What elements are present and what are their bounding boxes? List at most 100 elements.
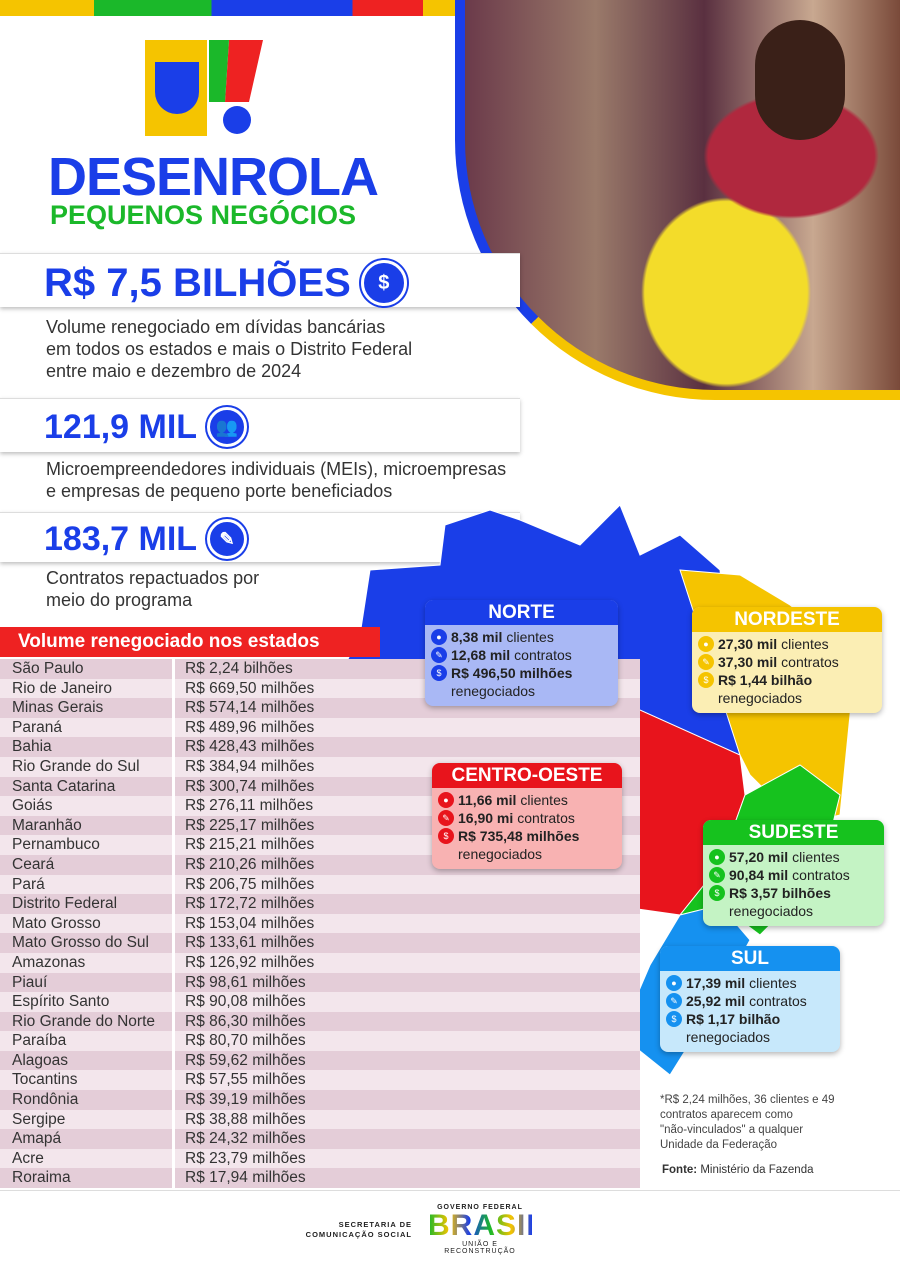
state-value: R$ 23,79 milhões	[175, 1148, 335, 1169]
state-value: R$ 428,43 milhões	[175, 737, 335, 757]
desc-line: em todos os estados e mais o Distrito Fe…	[46, 339, 413, 359]
people-icon: ●	[709, 849, 725, 865]
clients-label: clientes	[520, 792, 568, 808]
row-stripe	[335, 1148, 640, 1169]
region-contracts: 37,30 mil	[718, 654, 778, 670]
contract-icon: ✎	[709, 867, 725, 883]
state-name: Amapá	[0, 1129, 172, 1149]
region-amount: R$ 496,50 milhões	[451, 665, 573, 681]
state-value: R$ 86,30 milhões	[175, 1011, 335, 1032]
region-card-sul: SUL ● 17,39 mil clientes ✎ 25,92 mil contrat…	[660, 946, 840, 1052]
money-icon: $	[360, 260, 407, 306]
table-row: Tocantins R$ 57,55 milhões	[0, 1070, 640, 1091]
state-name: Sergipe	[0, 1109, 172, 1130]
contract-icon: ✎	[666, 993, 682, 1009]
table-row: Rondônia R$ 39,19 milhões	[0, 1090, 640, 1110]
stat-description: Volume renegociado em dívidas bancárias …	[46, 316, 412, 382]
state-name: Rio Grande do Norte	[0, 1011, 172, 1032]
region-contracts: 90,84 mil	[729, 867, 789, 883]
table-row: Bahia R$ 428,43 milhões	[0, 737, 640, 757]
page-subtitle: PEQUENOS NEGÓCIOS	[50, 200, 357, 230]
row-stripe	[335, 1090, 640, 1110]
row-stripe	[335, 874, 640, 895]
region-name: SUL	[660, 946, 840, 971]
state-value: R$ 574,14 milhões	[175, 698, 335, 718]
state-value: R$ 17,94 milhões	[175, 1168, 335, 1189]
region-card-norte: NORTE ● 8,38 mil clientes ✎ 12,68 mil contra…	[425, 600, 618, 706]
state-value: R$ 225,17 milhões	[175, 815, 335, 836]
gov-brand: BRASIL	[428, 1209, 546, 1242]
footer-divider	[0, 1190, 900, 1191]
table-row: Maranhão R$ 225,17 milhões	[0, 815, 640, 836]
stat-band-volume: R$ 7,5 BILHÕES $	[0, 253, 520, 307]
stat-value: 183,7 MIL	[44, 519, 198, 558]
stat-band-beneficiaries: 121,9 MIL 👥	[0, 398, 520, 452]
state-value: R$ 57,55 milhões	[175, 1070, 335, 1091]
money-icon: $	[431, 665, 447, 681]
state-value: R$ 669,50 milhões	[175, 678, 335, 699]
stat-value: 121,9 MIL	[44, 407, 198, 446]
desc-line: entre maio e dezembro de 2024	[46, 361, 302, 381]
region-contracts: 16,90 mi	[458, 810, 514, 826]
row-stripe	[335, 894, 640, 914]
people-icon: ●	[666, 975, 682, 991]
region-contracts: 25,92 mil	[686, 993, 746, 1009]
secom-logo-text: SECRETARIA DE COMUNICAÇÃO SOCIAL	[290, 1220, 412, 1240]
contract-icon: ✎	[438, 810, 454, 826]
row-stripe	[335, 717, 640, 738]
state-value: R$ 126,92 milhões	[175, 952, 335, 973]
state-name: Amazonas	[0, 952, 172, 973]
state-value: R$ 80,70 milhões	[175, 1031, 335, 1051]
table-row: Piauí R$ 98,61 milhões	[0, 972, 640, 993]
table-row: Acre R$ 23,79 milhões	[0, 1148, 640, 1169]
state-value: R$ 172,72 milhões	[175, 894, 335, 914]
page-title: DESENROLA	[48, 147, 379, 207]
region-amount: R$ 735,48 milhões	[458, 828, 580, 844]
state-name: Espírito Santo	[0, 992, 172, 1012]
state-value: R$ 90,08 milhões	[175, 992, 335, 1012]
table-row: Sergipe R$ 38,88 milhões	[0, 1109, 640, 1130]
row-stripe	[335, 1129, 640, 1149]
desc-line: Contratos repactuados por	[46, 568, 260, 588]
table-row: Mato Grosso do Sul R$ 133,61 milhões	[0, 933, 640, 953]
stat-band-contracts: 183,7 MIL ✎	[0, 512, 520, 562]
state-value: R$ 133,61 milhões	[175, 933, 335, 953]
region-name: CENTRO-OESTE	[432, 763, 622, 788]
row-stripe	[335, 992, 640, 1012]
state-name: Rio Grande do Sul	[0, 756, 172, 777]
state-value: R$ 153,04 milhões	[175, 913, 335, 934]
amount-label: renegociados	[718, 690, 803, 706]
row-stripe	[335, 933, 640, 953]
state-value: R$ 59,62 milhões	[175, 1050, 335, 1071]
state-name: Roraima	[0, 1168, 172, 1189]
desenrola-logo	[145, 40, 263, 136]
secom-line: COMUNICAÇÃO SOCIAL	[305, 1230, 412, 1239]
footnote-line: Unidade da Federação	[660, 1139, 777, 1151]
money-icon: $	[698, 672, 714, 688]
state-name: Pará	[0, 874, 172, 895]
footnote-line: *R$ 2,24 milhões, 36 clientes e 49	[660, 1094, 835, 1106]
table-row: Mato Grosso R$ 153,04 milhões	[0, 913, 640, 934]
row-stripe	[335, 1168, 640, 1189]
contracts-label: contratos	[517, 810, 575, 826]
table-row: Pará R$ 206,75 milhões	[0, 874, 640, 895]
row-stripe	[335, 1011, 640, 1032]
region-card-sudeste: SUDESTE ● 57,20 mil clientes ✎ 90,84 mil con…	[703, 820, 884, 926]
region-amount: R$ 3,57 bilhões	[729, 885, 831, 901]
region-name: NORTE	[425, 600, 618, 625]
row-stripe	[335, 972, 640, 993]
state-value: R$ 489,96 milhões	[175, 717, 335, 738]
state-value: R$ 276,11 milhões	[175, 796, 335, 816]
desc-line: meio do programa	[46, 590, 193, 610]
state-value: R$ 98,61 milhões	[175, 972, 335, 993]
state-value: R$ 215,21 milhões	[175, 835, 335, 855]
table-row: Roraima R$ 17,94 milhões	[0, 1168, 640, 1189]
region-clients: 57,20 mil	[729, 849, 789, 865]
region-name: NORDESTE	[692, 607, 882, 632]
clients-label: clientes	[792, 849, 840, 865]
states-table: São Paulo R$ 2,24 bilhões Rio de Janeiro R$…	[0, 659, 640, 1189]
row-stripe	[335, 737, 640, 757]
region-amount: R$ 1,44 bilhão	[718, 672, 813, 688]
amount-label: renegociados	[458, 846, 543, 862]
top-color-strip	[0, 0, 470, 16]
